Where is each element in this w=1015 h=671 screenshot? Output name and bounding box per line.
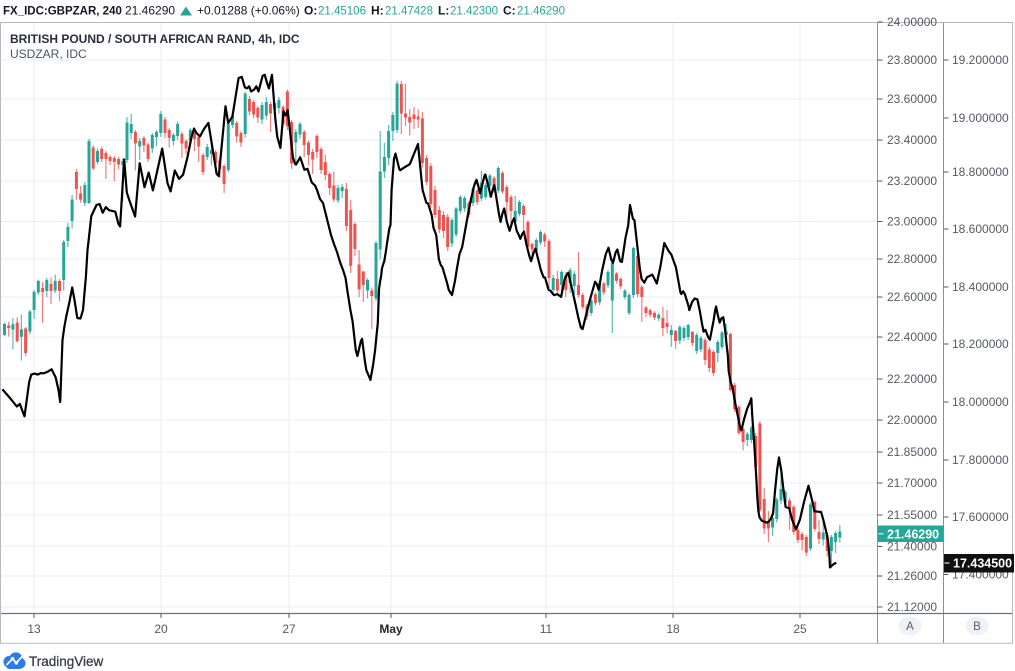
svg-text:17.434500: 17.434500: [953, 557, 1012, 571]
svg-text:21.42300: 21.42300: [450, 6, 498, 18]
svg-text:19.200000: 19.200000: [952, 53, 1009, 67]
svg-text:18: 18: [666, 622, 680, 636]
svg-text:22.60000: 22.60000: [887, 290, 937, 304]
svg-text:TradingView: TradingView: [29, 654, 104, 669]
svg-text:22.40000: 22.40000: [887, 330, 937, 344]
svg-text:22.80000: 22.80000: [887, 252, 937, 266]
svg-text:21.46290: 21.46290: [887, 527, 939, 541]
svg-text:17.800000: 17.800000: [952, 453, 1009, 467]
svg-text:21.47428: 21.47428: [385, 6, 433, 18]
svg-text:21.46290: 21.46290: [125, 4, 175, 18]
svg-text:18.800000: 18.800000: [952, 165, 1009, 179]
svg-text:21.26000: 21.26000: [887, 569, 937, 583]
svg-text:H:: H:: [371, 4, 384, 18]
svg-text:O:: O:: [304, 4, 317, 18]
svg-text:11: 11: [540, 622, 553, 636]
svg-text:21.70000: 21.70000: [887, 476, 937, 490]
svg-text:22.20000: 22.20000: [887, 372, 937, 386]
svg-text:USDZAR, IDC: USDZAR, IDC: [10, 47, 87, 61]
svg-text:C:: C:: [503, 4, 516, 18]
svg-text:A: A: [906, 621, 914, 633]
svg-text:27: 27: [282, 622, 296, 636]
svg-text:21.46290: 21.46290: [517, 6, 565, 18]
svg-text:18.200000: 18.200000: [952, 337, 1009, 351]
svg-text:23.00000: 23.00000: [887, 215, 937, 229]
svg-text:21.12000: 21.12000: [887, 600, 937, 614]
svg-text:17.600000: 17.600000: [952, 510, 1009, 524]
svg-text:23.80000: 23.80000: [887, 53, 937, 67]
svg-text:18.600000: 18.600000: [952, 222, 1009, 236]
svg-text:21.55000: 21.55000: [887, 508, 937, 522]
svg-text:21.45106: 21.45106: [318, 6, 366, 18]
svg-text:19.000000: 19.000000: [952, 111, 1009, 125]
svg-text:B: B: [973, 621, 981, 633]
svg-text:24.00000: 24.00000: [887, 15, 937, 29]
svg-text:25: 25: [793, 622, 807, 636]
svg-text:FX_IDC:GBPZAR, 240: FX_IDC:GBPZAR, 240: [3, 6, 122, 18]
svg-text:21.40000: 21.40000: [887, 540, 937, 554]
svg-text:23.60000: 23.60000: [887, 92, 937, 106]
svg-text:May: May: [379, 622, 403, 636]
svg-text:+0.01288 (+0.06%): +0.01288 (+0.06%): [197, 4, 300, 18]
svg-text:23.40000: 23.40000: [887, 133, 937, 147]
svg-text:18.000000: 18.000000: [952, 395, 1009, 409]
svg-text:23.20000: 23.20000: [887, 174, 937, 188]
svg-text:18.400000: 18.400000: [952, 280, 1009, 294]
svg-text:21.85000: 21.85000: [887, 445, 937, 459]
svg-text:BRITISH POUND / SOUTH AFRICAN: BRITISH POUND / SOUTH AFRICAN RAND, 4h, …: [10, 32, 300, 46]
svg-text:20: 20: [154, 622, 168, 636]
svg-text:13: 13: [27, 622, 41, 636]
svg-text:L:: L:: [438, 4, 449, 18]
svg-text:22.00000: 22.00000: [887, 413, 937, 427]
